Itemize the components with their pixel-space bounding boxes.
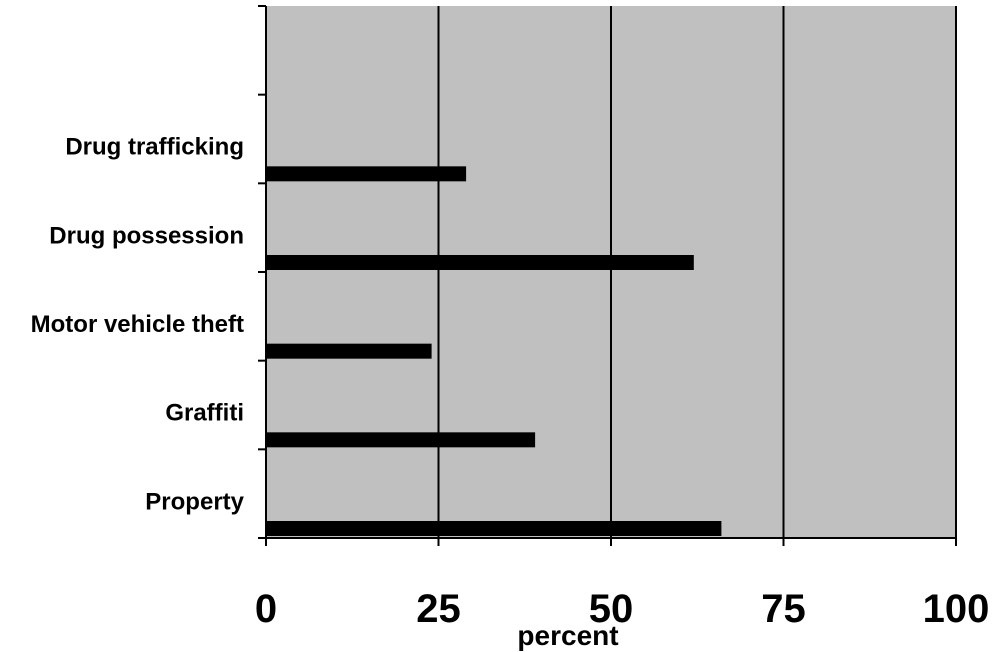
bar-property bbox=[266, 521, 722, 536]
x-tick-label-50: 50 bbox=[589, 587, 634, 631]
gridlines bbox=[437, 6, 957, 538]
category-label-property: Property bbox=[145, 488, 244, 515]
x-tick-label-25: 25 bbox=[416, 587, 461, 631]
category-label-drug-trafficking: Drug trafficking bbox=[65, 134, 244, 161]
axes bbox=[258, 5, 957, 546]
category-labels: Property Graffiti Motor vehicle theft Drug … bbox=[31, 134, 245, 516]
x-tick-label-100: 100 bbox=[923, 587, 990, 631]
category-label-motor-vehicle-theft: Motor vehicle theft bbox=[31, 311, 244, 338]
x-axis-title: percent bbox=[517, 620, 618, 651]
bar-drug-trafficking bbox=[266, 166, 467, 182]
bar-motor-vehicle-theft bbox=[266, 343, 432, 359]
category-label-drug-possession: Drug possession bbox=[49, 222, 244, 249]
category-label-graffiti: Graffiti bbox=[165, 400, 244, 427]
bar-drug-possession bbox=[266, 255, 694, 270]
x-tick-labels: 0 25 50 75 100 bbox=[255, 587, 990, 631]
x-tick-label-0: 0 bbox=[255, 587, 277, 631]
bars bbox=[266, 166, 722, 536]
bar-graffiti bbox=[266, 432, 536, 448]
x-tick-label-75: 75 bbox=[761, 587, 806, 631]
